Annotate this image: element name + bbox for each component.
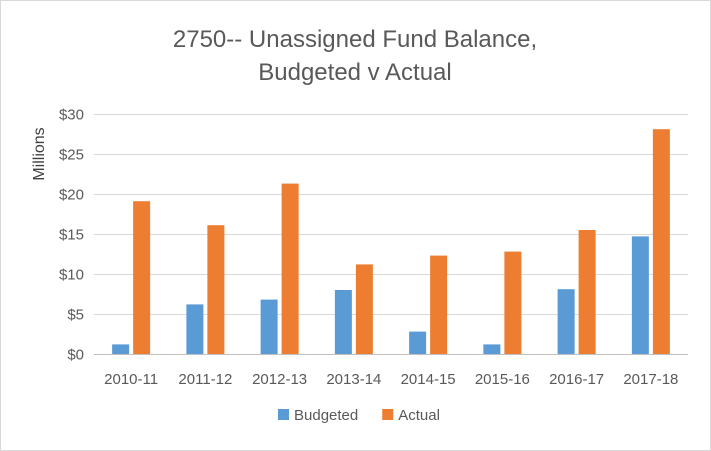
- y-tick-label: $10: [59, 267, 84, 284]
- x-tick-label: 2013-14: [326, 371, 381, 388]
- bar-actual: [504, 251, 522, 354]
- y-tick-label: $30: [59, 107, 84, 124]
- legend: Budgeted Actual: [278, 407, 440, 424]
- x-tick-label: 2016-17: [549, 371, 604, 388]
- bar-budgeted: [334, 290, 352, 354]
- legend-swatch-budgeted: [278, 409, 289, 420]
- y-tick-label: $15: [59, 227, 84, 244]
- bar-budgeted: [260, 299, 278, 354]
- bar-actual: [652, 129, 670, 354]
- y-tick-label: $5: [67, 307, 84, 324]
- chart-title-line-1: 2750-- Unassigned Fund Balance,: [173, 26, 537, 53]
- x-axis-ticks: 2010-11 2011-12 2012-13 2013-14 2014-15 2015-…: [104, 371, 678, 388]
- bar-budgeted: [409, 331, 427, 354]
- y-axis-label: Millions: [31, 127, 48, 180]
- x-tick-label: 2017-18: [623, 371, 678, 388]
- y-tick-label: $0: [67, 347, 84, 364]
- bar-budgeted: [186, 304, 204, 354]
- x-tick-label: 2014-15: [401, 371, 456, 388]
- bar-budgeted: [631, 236, 649, 354]
- x-tick-label: 2012-13: [252, 371, 307, 388]
- bar-actual: [207, 225, 225, 354]
- x-tick-label: 2011-12: [178, 371, 232, 388]
- bar-budgeted: [112, 344, 130, 354]
- bar-budgeted: [557, 289, 575, 354]
- legend-swatch-actual: [382, 409, 394, 420]
- x-tick-label: 2015-16: [475, 371, 530, 388]
- chart-title-line-2: Budgeted v Actual: [258, 59, 451, 86]
- y-tick-label: $20: [59, 187, 84, 204]
- bar-actual: [355, 264, 373, 354]
- legend-label-actual: Actual: [398, 407, 440, 424]
- x-tick-label: 2010-11: [104, 371, 158, 388]
- bar-actual: [281, 183, 299, 354]
- bar-actual: [578, 230, 596, 354]
- y-axis-ticks: $0 $5 $10 $15 $20 $25 $30: [59, 107, 84, 364]
- legend-label-budgeted: Budgeted: [294, 407, 358, 424]
- gridlines: [94, 114, 688, 355]
- bar-actual: [133, 201, 151, 354]
- bar-budgeted: [483, 344, 501, 354]
- bars: [112, 129, 670, 354]
- y-tick-label: $25: [59, 147, 84, 164]
- bar-actual: [430, 255, 448, 354]
